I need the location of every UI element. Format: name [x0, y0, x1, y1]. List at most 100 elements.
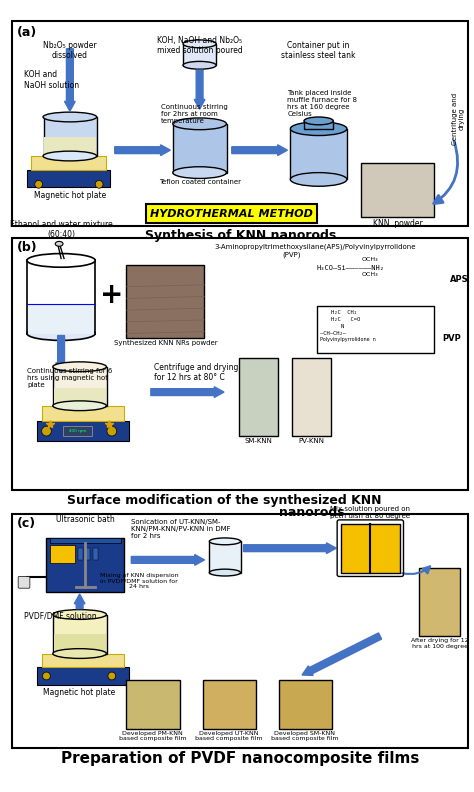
FancyArrowPatch shape — [434, 141, 457, 204]
Bar — [31, 156, 106, 169]
Text: Sonication of UT-KNN/SM-
KNN/PM-KNN/PV-KNN in DMF
for 2 hrs: Sonication of UT-KNN/SM- KNN/PM-KNN/PV-K… — [131, 519, 231, 539]
Text: Nb₂O₅ powder
dissolved: Nb₂O₅ powder dissolved — [43, 41, 97, 60]
FancyArrow shape — [244, 543, 336, 554]
Bar — [53, 615, 107, 653]
Text: KOH, NaOH and Nb₂O₅
mixed solution poured: KOH, NaOH and Nb₂O₅ mixed solution poure… — [157, 36, 243, 55]
Ellipse shape — [210, 538, 241, 545]
Text: HYDROTHERMAL METHOD: HYDROTHERMAL METHOD — [150, 208, 313, 219]
FancyBboxPatch shape — [18, 577, 30, 588]
Text: +: + — [100, 280, 124, 309]
Bar — [419, 568, 460, 636]
Text: Ultrasonic bath: Ultrasonic bath — [56, 515, 115, 524]
Ellipse shape — [291, 173, 347, 186]
Bar — [85, 548, 91, 560]
FancyArrow shape — [131, 554, 204, 565]
Text: Centrifuge and drying
for 12 hrs at 80° C: Centrifuge and drying for 12 hrs at 80° … — [154, 363, 238, 383]
Bar — [12, 238, 468, 489]
Ellipse shape — [183, 40, 216, 48]
FancyArrow shape — [64, 49, 75, 111]
Ellipse shape — [53, 401, 107, 410]
Bar — [54, 634, 106, 653]
Text: KOH and
NaOH solution: KOH and NaOH solution — [24, 70, 79, 89]
Text: PVP: PVP — [443, 333, 461, 343]
Text: Magnetic hot plate: Magnetic hot plate — [34, 191, 106, 200]
Text: SM-KNN: SM-KNN — [244, 438, 272, 444]
Circle shape — [108, 672, 116, 680]
Text: —CH—CH₂—: —CH—CH₂— — [319, 330, 346, 336]
Bar — [28, 304, 94, 333]
Bar — [361, 163, 434, 216]
Bar — [46, 539, 125, 592]
FancyArrow shape — [56, 336, 66, 372]
Circle shape — [43, 672, 50, 680]
Bar — [291, 129, 347, 180]
Ellipse shape — [183, 62, 216, 69]
Bar — [146, 204, 317, 223]
FancyArrow shape — [302, 633, 382, 676]
Text: nanorods: nanorods — [279, 506, 345, 520]
Circle shape — [95, 181, 103, 188]
Ellipse shape — [43, 112, 97, 122]
Bar — [93, 548, 98, 560]
Text: (b): (b) — [17, 241, 38, 254]
Text: PVDF/DMF solution: PVDF/DMF solution — [24, 611, 97, 621]
Text: Mixing of KNN dispersion
in PVDF/DMF solution for
24 hrs: Mixing of KNN dispersion in PVDF/DMF sol… — [100, 573, 178, 589]
Bar — [50, 545, 75, 563]
Bar — [45, 136, 96, 156]
Bar — [63, 426, 92, 436]
Bar — [317, 307, 434, 353]
Ellipse shape — [55, 242, 63, 246]
Circle shape — [35, 181, 43, 188]
Bar — [341, 524, 400, 573]
Bar — [210, 542, 241, 573]
FancyArrow shape — [74, 594, 85, 609]
Bar — [12, 514, 468, 748]
Text: 3-Aminopropyltrimethoxysilane(APS)/Polyvinylpyrrolidone: 3-Aminopropyltrimethoxysilane(APS)/Polyv… — [214, 244, 416, 250]
Bar — [50, 539, 120, 543]
Bar — [12, 21, 468, 227]
Text: Centrifuge and
drying: Centrifuge and drying — [452, 93, 465, 145]
Bar — [183, 44, 216, 65]
Bar — [27, 261, 95, 333]
Bar — [53, 367, 107, 406]
Bar — [238, 358, 278, 436]
Circle shape — [107, 426, 117, 436]
Text: KNN  powder: KNN powder — [373, 219, 422, 228]
Text: Tank placed inside
muffle furnace for 8
hrs at 160 degree
Celsius: Tank placed inside muffle furnace for 8 … — [287, 89, 357, 116]
Text: H₂C  CH₂: H₂C CH₂ — [331, 310, 357, 315]
Ellipse shape — [210, 569, 241, 576]
FancyArrow shape — [232, 145, 287, 155]
Text: Teflon coated container: Teflon coated container — [159, 180, 241, 185]
FancyArrow shape — [194, 70, 205, 109]
Text: (a): (a) — [17, 26, 37, 40]
FancyArrow shape — [115, 145, 170, 155]
Text: Synthesis of KNN nanorods: Synthesis of KNN nanorods — [145, 229, 336, 242]
Bar — [36, 667, 129, 685]
Text: OCH₃: OCH₃ — [362, 257, 379, 262]
Ellipse shape — [173, 167, 227, 178]
Text: H₂C   C=O: H₂C C=O — [331, 317, 361, 322]
Bar — [44, 117, 97, 156]
Bar — [304, 121, 333, 129]
Text: Mix solution poured on
petri dish at 80 degree: Mix solution poured on petri dish at 80 … — [330, 506, 410, 519]
Ellipse shape — [27, 253, 95, 267]
Text: OCH₃: OCH₃ — [362, 272, 379, 277]
Bar — [202, 680, 256, 729]
Text: APS: APS — [450, 275, 469, 284]
Bar — [78, 548, 82, 560]
Bar — [36, 421, 129, 441]
Bar — [42, 406, 125, 421]
Circle shape — [42, 426, 51, 436]
Text: Continuous stirring
for 2hrs at room
temperature: Continuous stirring for 2hrs at room tem… — [161, 105, 228, 124]
Text: H₃CO—Si——————NH₂: H₃CO—Si——————NH₂ — [317, 265, 385, 272]
Text: Magnetic hot plate: Magnetic hot plate — [44, 687, 116, 697]
FancyArrow shape — [151, 386, 224, 398]
Ellipse shape — [27, 327, 95, 341]
Text: (PVP): (PVP) — [283, 252, 301, 258]
Ellipse shape — [53, 610, 107, 619]
Text: Developed SM-KNN
based composite film: Developed SM-KNN based composite film — [271, 730, 339, 741]
Bar — [292, 358, 331, 436]
Ellipse shape — [53, 362, 107, 371]
Text: Preparation of PVDF nanocomposite films: Preparation of PVDF nanocomposite films — [62, 751, 420, 766]
Bar — [127, 265, 204, 338]
